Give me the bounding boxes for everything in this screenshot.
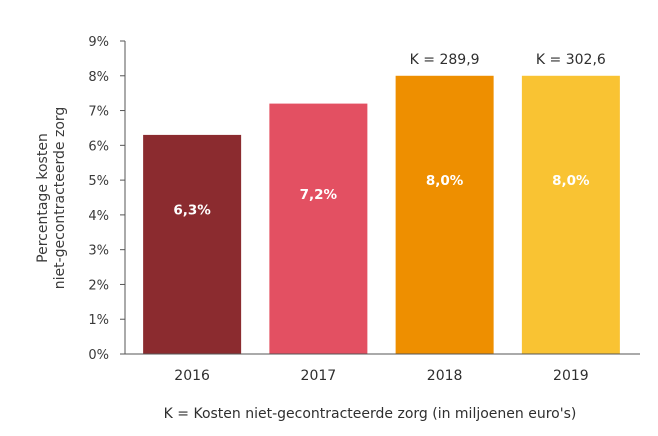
y-tick-label: 0% xyxy=(88,348,109,363)
y-tick-label: 8% xyxy=(88,70,109,85)
bar-cost-label: K = 302,6 xyxy=(536,52,606,68)
bar-value-label: 7,2% xyxy=(300,187,338,203)
bar-value-label: 8,0% xyxy=(426,173,464,189)
y-tick-label: 1% xyxy=(88,313,109,328)
x-tick-label: 2018 xyxy=(427,368,463,384)
x-axis-labels: 2016 2017 2018 2019 xyxy=(174,368,588,384)
bar-2017 xyxy=(269,103,368,354)
y-tick-label: 7% xyxy=(88,105,109,120)
footnote: K = Kosten niet-gecontracteerde zorg (in… xyxy=(164,406,577,422)
y-axis-ticks: 0% 1% 2% 3% 4% 5% 6% 7% 8% 9% xyxy=(88,35,125,363)
x-tick-label: 2016 xyxy=(174,368,210,384)
bars: 6,3% 7,2% 8,0% K = 289,9 8,0% K = 302,6 xyxy=(143,52,620,355)
y-tick-label: 9% xyxy=(88,35,109,50)
bar-value-label: 6,3% xyxy=(173,203,211,219)
y-tick-label: 5% xyxy=(88,174,109,189)
bar-2016 xyxy=(143,134,242,354)
y-axis-title-line-1: Percentage kosten xyxy=(35,133,51,263)
y-tick-label: 3% xyxy=(88,244,109,259)
y-tick-label: 6% xyxy=(88,139,109,154)
x-tick-label: 2017 xyxy=(301,368,337,384)
y-axis-title: Percentage kosten niet-gecontracteerde z… xyxy=(35,107,68,290)
bar-value-label: 8,0% xyxy=(552,173,590,189)
bar-cost-label: K = 289,9 xyxy=(410,52,480,68)
y-axis-title-line-2: niet-gecontracteerde zorg xyxy=(52,107,68,290)
bar-2019 xyxy=(521,75,620,355)
y-tick-label: 4% xyxy=(88,209,109,224)
bar-2018 xyxy=(395,75,494,355)
y-tick-label: 2% xyxy=(88,278,109,293)
x-tick-label: 2019 xyxy=(553,368,589,384)
